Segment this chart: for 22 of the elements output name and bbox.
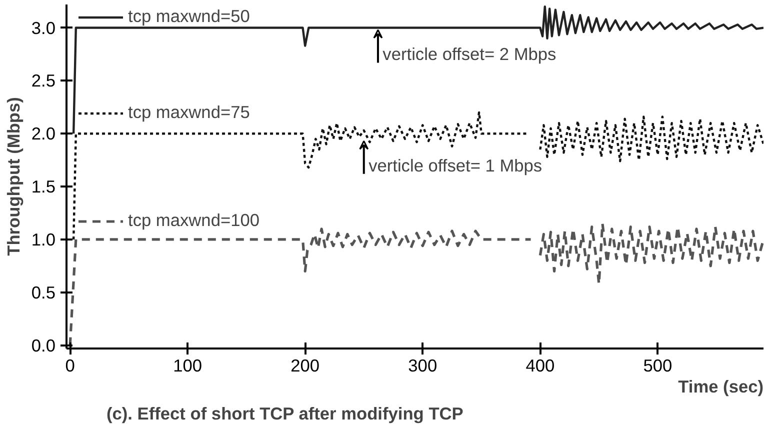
legend-label: tcp maxwnd=100 <box>128 210 260 231</box>
y-tick-label: 1.5 <box>31 176 56 197</box>
annotation: verticle offset= 1 Mbps <box>368 155 542 176</box>
y-tick-label: 2.0 <box>31 124 56 144</box>
text: (c). Effect of short TCP after modifying TCP <box>106 404 464 424</box>
x-tick-label: 400 <box>526 356 555 376</box>
annotation: verticle offset= 2 Mbps <box>382 44 557 64</box>
y-tick-label: 0.5 <box>31 282 56 302</box>
x-tick-label: 300 <box>408 356 438 376</box>
y-axis-title: Throughput (Mbps) <box>3 97 24 256</box>
y-tick-label: 0.0 <box>31 335 56 356</box>
y-tick-label: 2.5 <box>31 70 56 91</box>
legend-label: tcp maxwnd=50 <box>128 6 250 27</box>
x-axis-title: Time (sec) <box>678 376 764 396</box>
legend-label: tcp maxwnd=75 <box>128 102 250 123</box>
line-series <box>72 6 764 135</box>
x-tick-label: 100 <box>173 356 202 376</box>
y-tick-label: 3.0 <box>31 18 56 38</box>
y-tick-label: 1.0 <box>31 229 56 250</box>
x-tick-label: 0 <box>65 356 75 376</box>
x-tick-label: 200 <box>290 356 320 376</box>
x-tick-label: 500 <box>643 356 672 376</box>
